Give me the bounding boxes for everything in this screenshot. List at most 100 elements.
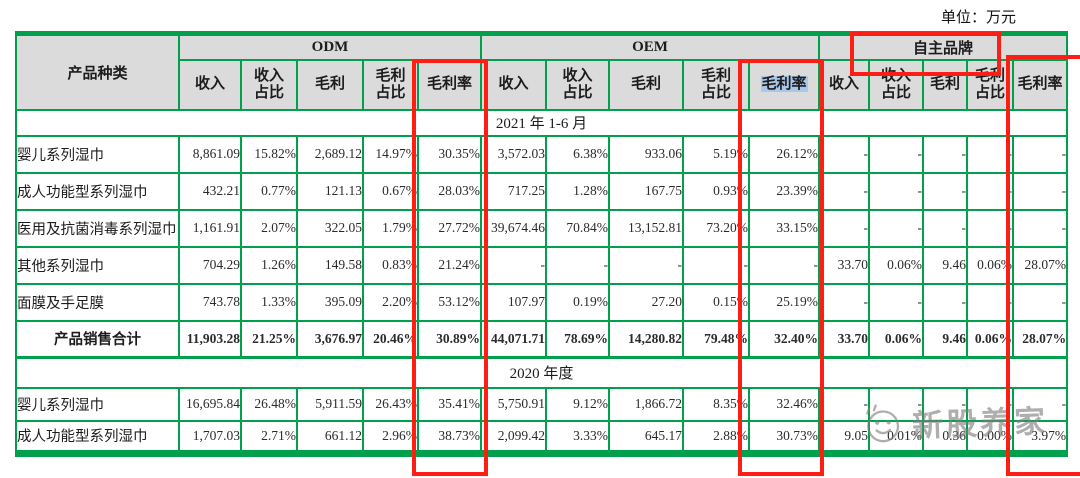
- cell: 79.48%: [682, 319, 750, 359]
- cell: 1.33%: [240, 282, 298, 322]
- cell: -: [1012, 282, 1069, 322]
- cell: -: [545, 245, 610, 285]
- cell: 33.70: [818, 319, 871, 359]
- cell: -: [868, 171, 925, 211]
- cell: 78.69%: [545, 319, 610, 359]
- cell: -: [868, 208, 925, 248]
- column-header: 毛利 占比: [682, 58, 750, 111]
- gross-margin-table: 产品种类 ODM OEM 自主品牌 收入 收入 占比 毛利 毛利 占比 毛利率 收入 收入 占比 毛利…: [14, 31, 1069, 457]
- cell: 9.46: [922, 245, 969, 285]
- cell: 717.25: [480, 171, 547, 211]
- cell: 395.09: [296, 282, 364, 322]
- cell: 0.36: [922, 419, 969, 455]
- column-header: 毛利: [922, 58, 969, 111]
- cell: 21.24%: [417, 245, 482, 285]
- product-column-header: 产品种类: [15, 32, 180, 111]
- cell: 27.20: [608, 282, 684, 322]
- cell: -: [818, 386, 871, 422]
- table-row: 面膜及手足膜 743.78 1.33% 395.09 2.20% 53.12% 107.97…: [15, 282, 1069, 322]
- cell: -: [818, 282, 871, 322]
- cell: 5,911.59: [296, 386, 364, 422]
- cell: 2.71%: [240, 419, 298, 455]
- column-header: 毛利: [608, 58, 684, 111]
- cell: 30.89%: [417, 319, 482, 359]
- cell: 14,280.82: [608, 319, 684, 359]
- cell: 26.12%: [747, 134, 821, 174]
- cell: 1.28%: [545, 171, 610, 211]
- group-header-自主品牌: 自主品牌: [818, 32, 1069, 61]
- table-row: 婴儿系列湿巾 16,695.84 26.48% 5,911.59 26.43% 35.41…: [15, 386, 1069, 422]
- table-row: 成人功能型系列湿巾 432.21 0.77% 121.13 0.67% 28.03% 717…: [15, 171, 1069, 211]
- column-header: 收入 占比: [240, 58, 298, 111]
- column-header: 收入 占比: [545, 58, 610, 111]
- cell: 743.78: [178, 282, 242, 322]
- cell: 5.19%: [682, 134, 750, 174]
- table-row-total: 产品销售合计 11,903.28 21.25% 3,676.97 20.46% 30.89…: [15, 319, 1069, 359]
- cell: 0.77%: [240, 171, 298, 211]
- cell: -: [868, 134, 925, 174]
- cell: 3.97%: [1012, 419, 1069, 455]
- column-header: 收入 占比: [868, 58, 925, 111]
- cell: 2.96%: [362, 419, 419, 455]
- cell: 0.15%: [682, 282, 750, 322]
- cell: -: [1012, 386, 1069, 422]
- cell: 39,674.46: [480, 208, 547, 248]
- cell: -: [966, 282, 1015, 322]
- cell: 9.12%: [545, 386, 610, 422]
- table-row: 医用及抗菌消毒系列湿巾 1,161.91 2.07% 322.05 1.79% 27.72…: [15, 208, 1069, 248]
- cell: -: [818, 134, 871, 174]
- cell: 14.97%: [362, 134, 419, 174]
- column-header: 毛利率: [417, 58, 482, 111]
- cell: 9.05: [818, 419, 871, 455]
- cell: 0.00%: [966, 419, 1015, 455]
- cell: -: [922, 134, 969, 174]
- cell: 28.03%: [417, 171, 482, 211]
- group-header-odm: ODM: [178, 32, 482, 61]
- cell: 704.29: [178, 245, 242, 285]
- row-label: 成人功能型系列湿巾: [15, 171, 180, 211]
- cell: 167.75: [608, 171, 684, 211]
- cell: 0.83%: [362, 245, 419, 285]
- cell: 2.88%: [682, 419, 750, 455]
- selected-text-highlight: 毛利率: [760, 76, 808, 93]
- header-group-row: 产品种类 ODM OEM 自主品牌: [15, 32, 1069, 111]
- column-header: 收入: [818, 58, 871, 111]
- column-header: 毛利 占比: [966, 58, 1015, 111]
- cell: 53.12%: [417, 282, 482, 322]
- cell: 645.17: [608, 419, 684, 455]
- unit-label: 单位：万元: [940, 10, 1016, 26]
- cell: 322.05: [296, 208, 364, 248]
- group-header-oem: OEM: [479, 32, 821, 61]
- column-header: 毛利率: [747, 58, 821, 111]
- cell: -: [1012, 208, 1069, 248]
- cell: 73.20%: [682, 208, 750, 248]
- cell: 0.01%: [868, 419, 925, 455]
- cell: 25.19%: [747, 282, 821, 322]
- cell: 27.72%: [417, 208, 482, 248]
- row-label: 成人功能型系列湿巾: [15, 419, 180, 455]
- table-row: 其他系列湿巾 704.29 1.26% 149.58 0.83% 21.24% - - - - -3…: [15, 245, 1069, 285]
- cell: 0.06%: [966, 319, 1015, 359]
- cell: -: [818, 171, 871, 211]
- cell: 3,572.03: [480, 134, 547, 174]
- cell: -: [868, 282, 925, 322]
- row-label: 婴儿系列湿巾: [15, 386, 180, 422]
- cell: 8,861.09: [178, 134, 242, 174]
- cell: -: [480, 245, 547, 285]
- cell: -: [608, 245, 684, 285]
- cell: 32.40%: [747, 319, 821, 359]
- cell: -: [966, 208, 1015, 248]
- cell: 0.67%: [362, 171, 419, 211]
- cell: 0.06%: [868, 319, 925, 359]
- row-label: 产品销售合计: [15, 319, 180, 359]
- row-label: 面膜及手足膜: [15, 282, 180, 322]
- cell: -: [966, 134, 1015, 174]
- cell: 1.79%: [362, 208, 419, 248]
- cell: 1,707.03: [178, 419, 242, 455]
- cell: -: [747, 245, 821, 285]
- section-row: 2020 年度: [14, 356, 1069, 389]
- cell: 15.82%: [240, 134, 298, 174]
- cell: 26.48%: [240, 386, 298, 422]
- cell: -: [922, 171, 969, 211]
